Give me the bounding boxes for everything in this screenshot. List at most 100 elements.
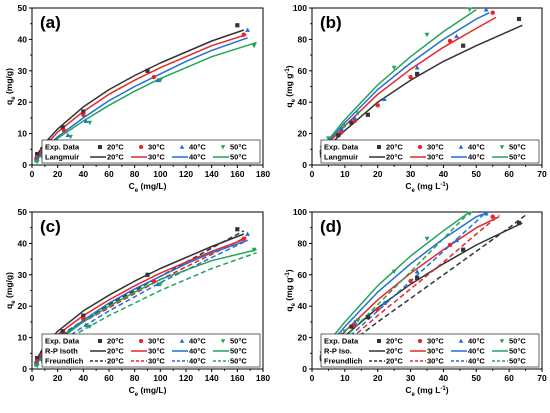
legend-item-label: 50°C	[230, 153, 247, 162]
legend-marker	[220, 145, 226, 150]
data-point	[155, 281, 161, 287]
legend-item-label: 40°C	[468, 143, 485, 152]
y-tick-label: 20	[298, 333, 308, 343]
data-point	[490, 10, 495, 15]
legend-item-label: 40°C	[189, 357, 206, 366]
data-point	[454, 237, 459, 243]
legend-item-label: 30°C	[427, 347, 444, 356]
data-point	[339, 129, 344, 135]
data-point	[60, 125, 65, 130]
legend-row-label: R-P Iso.	[324, 347, 352, 356]
data-point	[35, 355, 40, 361]
y-tick-label: 0	[302, 160, 307, 170]
data-point	[454, 33, 459, 39]
panel-label: (c)	[40, 217, 61, 236]
data-point	[408, 74, 413, 80]
legend-row-label: Langmuir	[324, 153, 358, 162]
x-tick-label: 0	[30, 169, 35, 179]
legend-item-label: 40°C	[189, 153, 206, 162]
legend-item-label: 50°C	[509, 347, 526, 356]
x-tick-label: 10	[340, 373, 350, 383]
chart-panel-0: 0 20 40 60 80 100 120 140 160 180 0 10 20 30 40 50 Ce (m…	[4, 3, 270, 194]
y-tick-label: 20	[18, 301, 28, 311]
fit-line-solid	[319, 24, 523, 158]
data-point	[461, 43, 466, 48]
y-tick-label: 30	[18, 66, 28, 76]
data-point	[339, 126, 344, 131]
legend-marker	[499, 339, 505, 344]
legend-marker	[220, 339, 226, 344]
y-tick-label: 60	[298, 270, 308, 280]
chart-panel-2: 0 20 40 60 80 100 120 140 160 180 0 10 20 30 40 50 Ce (m…	[4, 207, 270, 398]
legend-item-label: 20°C	[386, 143, 403, 152]
data-point	[349, 324, 354, 329]
x-tick-label: 60	[104, 373, 114, 383]
data-point	[447, 242, 453, 248]
y-tick-label: 50	[18, 207, 28, 217]
y-axis-label: qe (mg/g)	[4, 68, 17, 105]
x-axis-label: Ce (mg/L)	[129, 181, 167, 194]
data-point	[424, 32, 430, 38]
legend-row-label: Freundlich	[324, 357, 363, 366]
data-point	[352, 115, 358, 120]
data-point	[35, 151, 40, 157]
x-tick-label: 70	[537, 373, 547, 383]
legend: Exp. Data 20°C 30°C 40°C 50°C Langmuir 20°C 30°…	[320, 139, 540, 164]
data-point	[245, 231, 251, 236]
x-tick-label: 180	[256, 373, 270, 383]
data-point	[408, 278, 413, 284]
x-tick-label: 140	[205, 373, 219, 383]
legend-marker	[417, 338, 423, 344]
data-point	[391, 269, 397, 275]
legend-item-label: 40°C	[189, 347, 206, 356]
data-point	[424, 236, 430, 242]
fit-line-solid	[33, 29, 245, 160]
legend-item-label: 50°C	[230, 347, 247, 356]
legend-item-label: 30°C	[148, 357, 165, 366]
x-tick-label: 40	[79, 373, 89, 383]
data-point	[241, 32, 246, 37]
data-point	[375, 307, 380, 312]
legend-item-label: 40°C	[189, 143, 206, 152]
x-tick-label: 120	[179, 169, 193, 179]
legend-item-label: 50°C	[509, 337, 526, 346]
data-point	[87, 120, 93, 126]
y-tick-label: 0	[22, 364, 27, 374]
legend-item-label: 30°C	[427, 153, 444, 162]
legend-marker	[499, 145, 505, 150]
data-point	[87, 324, 93, 330]
data-point	[151, 278, 157, 284]
data-point	[235, 23, 240, 28]
legend-row-label: Freundlich	[45, 357, 84, 366]
y-axis-label: qe (mg/g)	[4, 272, 17, 309]
data-point	[235, 227, 240, 232]
data-point	[241, 236, 246, 241]
data-point	[68, 134, 73, 140]
data-point	[157, 78, 163, 83]
legend-item-label: 50°C	[230, 357, 247, 366]
legend-row-label: Exp. Data	[324, 143, 359, 152]
x-tick-label: 80	[130, 169, 140, 179]
fit-line-dashed	[34, 239, 248, 367]
x-tick-label: 10	[340, 169, 350, 179]
legend-item-label: 20°C	[107, 153, 124, 162]
x-tick-label: 50	[472, 373, 482, 383]
legend-item-label: 40°C	[468, 153, 485, 162]
legend-item-label: 20°C	[107, 347, 124, 356]
x-tick-label: 20	[373, 373, 383, 383]
x-tick-label: 70	[537, 169, 547, 179]
chart-panel-1: 0 10 20 30 40 50 60 70 0 20 40 60 80 100 Ce (mg L-1) qe…	[284, 3, 547, 194]
legend-marker	[98, 339, 102, 343]
legend: Exp. Data 20°C 30°C 40°C 50°C R-P Isoth 20°C 30…	[41, 333, 261, 368]
legend-row-label: Exp. Data	[324, 337, 359, 346]
data-point	[365, 112, 370, 117]
x-tick-label: 0	[310, 373, 315, 383]
fit-line-solid	[319, 12, 490, 155]
data-point	[414, 65, 420, 70]
x-tick-label: 160	[230, 373, 244, 383]
x-tick-label: 120	[179, 373, 193, 383]
x-tick-label: 40	[79, 169, 89, 179]
y-tick-label: 30	[18, 270, 28, 280]
data-point	[355, 318, 361, 323]
legend-item-label: 50°C	[509, 357, 526, 366]
